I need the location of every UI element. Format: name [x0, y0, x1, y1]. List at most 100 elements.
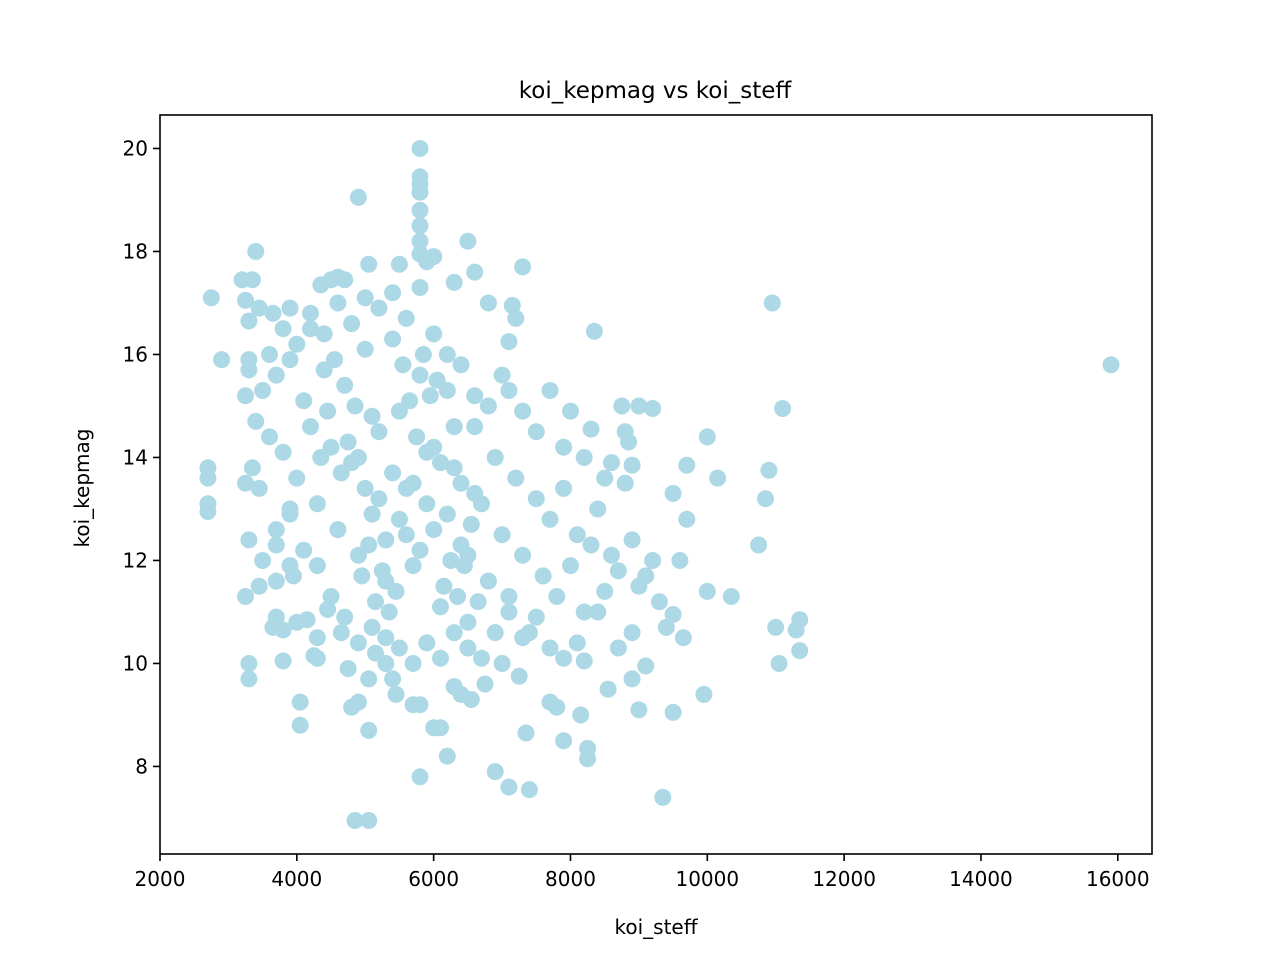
data-point	[254, 382, 272, 399]
data-point	[425, 521, 443, 539]
data-point	[445, 418, 463, 436]
data-point	[240, 531, 258, 549]
data-point	[267, 366, 285, 384]
data-point	[582, 536, 600, 554]
data-point	[432, 598, 449, 616]
data-point	[493, 366, 511, 384]
chart-title: koi_kepmag vs koi_steff	[519, 78, 793, 104]
data-point	[695, 685, 713, 703]
data-point	[579, 739, 597, 757]
data-point	[349, 546, 367, 564]
x-tick-label: 12000	[812, 867, 876, 891]
data-point	[356, 479, 374, 497]
data-point	[240, 312, 258, 330]
x-tick-label: 16000	[1086, 867, 1150, 891]
data-point	[596, 469, 614, 487]
data-point	[404, 655, 422, 672]
data-point	[541, 510, 559, 528]
data-point	[213, 351, 231, 369]
data-point	[370, 423, 388, 441]
data-point	[469, 593, 487, 611]
data-point	[356, 289, 374, 307]
data-point	[291, 693, 309, 711]
data-point	[657, 618, 675, 636]
data-point	[199, 469, 217, 487]
data-point	[237, 291, 254, 309]
data-point	[377, 655, 395, 672]
data-point	[298, 611, 316, 629]
y-tick-label: 14	[123, 445, 148, 469]
data-point	[613, 397, 631, 415]
data-point	[630, 397, 648, 415]
data-point	[609, 562, 627, 580]
data-point	[452, 356, 470, 374]
data-point	[445, 624, 463, 642]
data-point	[770, 655, 788, 672]
data-point	[664, 606, 682, 623]
data-point	[291, 716, 309, 734]
data-point	[664, 485, 682, 502]
data-point	[722, 588, 740, 605]
data-point	[281, 299, 299, 317]
data-point	[568, 526, 586, 544]
data-point	[609, 639, 627, 657]
data-point	[329, 294, 347, 312]
data-point	[466, 485, 484, 502]
data-point	[380, 603, 398, 621]
data-point	[500, 603, 518, 621]
data-point	[520, 781, 538, 799]
data-point	[541, 639, 559, 657]
data-point	[459, 639, 477, 657]
data-point	[445, 273, 463, 291]
data-point	[750, 536, 768, 554]
x-tick-label: 8000	[545, 867, 596, 891]
data-point	[336, 271, 354, 289]
data-point	[346, 812, 364, 829]
data-point	[514, 629, 532, 647]
data-point	[479, 294, 497, 312]
data-point	[548, 588, 566, 605]
data-point	[435, 577, 453, 595]
data-point	[698, 428, 716, 446]
data-point	[360, 812, 378, 829]
data-point	[462, 515, 480, 533]
data-point	[240, 351, 258, 369]
data-point	[572, 706, 590, 724]
data-point	[326, 351, 343, 369]
data-point	[486, 449, 504, 466]
data-point	[1102, 356, 1120, 374]
data-point	[432, 649, 449, 667]
data-point	[254, 552, 272, 569]
x-tick-label: 2000	[135, 867, 186, 891]
data-point	[237, 474, 254, 492]
x-tick-label: 14000	[949, 867, 1013, 891]
scatter-points	[199, 140, 1120, 829]
data-point	[356, 340, 374, 358]
data-point	[202, 289, 220, 307]
data-point	[377, 629, 395, 647]
data-point	[363, 505, 381, 523]
data-point	[308, 629, 326, 647]
data-point	[432, 719, 449, 737]
data-point	[418, 634, 436, 652]
data-point	[425, 248, 443, 266]
data-point	[548, 698, 566, 716]
data-point	[237, 387, 254, 405]
data-point	[411, 183, 429, 201]
data-point	[575, 603, 593, 621]
data-point	[397, 309, 415, 327]
data-point	[486, 624, 504, 642]
data-point	[763, 294, 781, 312]
data-point	[500, 778, 518, 796]
data-point	[349, 634, 367, 652]
data-point	[390, 639, 408, 657]
data-point	[527, 490, 545, 508]
data-point	[421, 387, 439, 405]
data-point	[442, 552, 460, 569]
data-point	[332, 624, 350, 642]
x-tick-label: 4000	[271, 867, 322, 891]
data-point	[302, 320, 319, 338]
data-point	[418, 495, 436, 513]
data-point	[428, 371, 446, 389]
